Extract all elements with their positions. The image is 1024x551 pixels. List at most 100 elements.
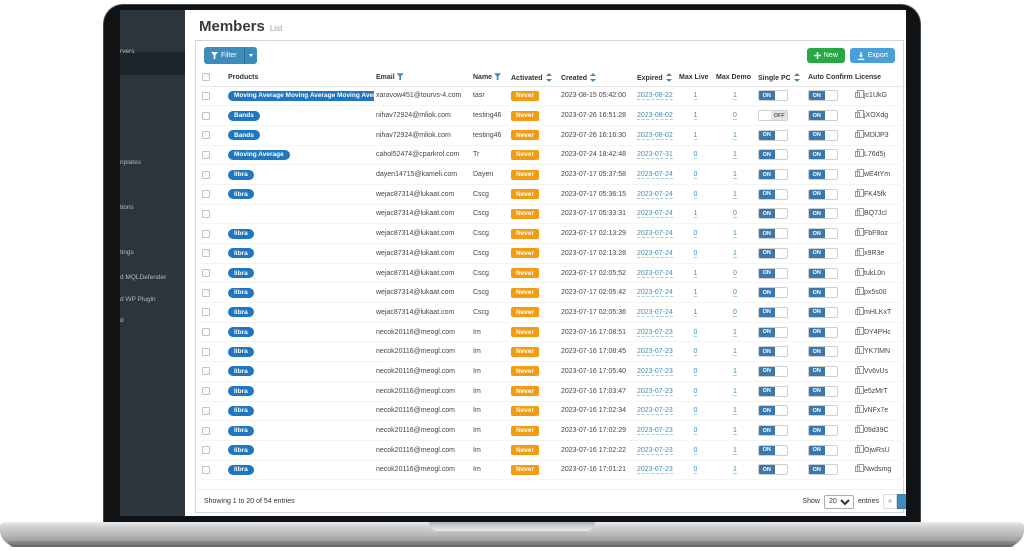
expired-date-link[interactable]: 2023-07-23 (637, 387, 673, 396)
toggle-on[interactable]: ON (808, 306, 838, 318)
copy-icon[interactable] (855, 188, 864, 197)
max-live-link[interactable]: 0 (693, 230, 698, 239)
toggle-on[interactable]: ON (758, 149, 788, 161)
column-header-email[interactable]: Email (374, 69, 471, 87)
copy-icon[interactable] (855, 444, 864, 453)
expired-date-link[interactable]: 2023-08-02 (637, 131, 673, 140)
max-demo-link[interactable]: 0 (733, 269, 737, 278)
select-all-checkbox[interactable] (202, 73, 210, 82)
sort-icon[interactable] (665, 72, 672, 82)
toggle-on[interactable]: ON (808, 385, 838, 397)
row-checkbox[interactable] (202, 446, 210, 455)
filter-icon[interactable] (396, 73, 404, 81)
expired-date-link[interactable]: 2023-07-23 (637, 427, 673, 436)
column-header-activated[interactable]: Activated (509, 69, 559, 87)
max-demo-link[interactable]: 1 (733, 387, 737, 396)
sort-icon[interactable] (590, 72, 597, 82)
toggle-on[interactable]: ON (758, 365, 788, 377)
toggle-on[interactable]: ON (808, 464, 838, 476)
max-demo-link[interactable]: 1 (733, 348, 737, 357)
max-demo-link[interactable]: 1 (733, 367, 737, 376)
max-demo-link[interactable]: 1 (733, 446, 737, 455)
copy-icon[interactable] (855, 425, 864, 434)
expired-date-link[interactable]: 2023-07-23 (637, 466, 673, 475)
row-checkbox[interactable] (202, 347, 210, 356)
toggle-on[interactable]: ON (758, 129, 788, 141)
toggle-on[interactable]: ON (758, 444, 788, 456)
toggle-on[interactable]: ON (808, 365, 838, 377)
max-live-link[interactable]: 1 (693, 92, 698, 101)
copy-icon[interactable] (855, 326, 864, 335)
row-checkbox[interactable] (202, 465, 210, 474)
expired-date-link[interactable]: 2023-07-24 (637, 171, 673, 180)
expired-date-link[interactable]: 2023-08-02 (637, 112, 673, 121)
toggle-on[interactable]: ON (758, 326, 788, 338)
toggle-on[interactable]: ON (808, 129, 838, 141)
sidebar-item[interactable]: rvers (120, 48, 135, 55)
toggle-on[interactable]: ON (808, 110, 838, 122)
max-live-link[interactable]: 1 (693, 112, 698, 121)
toggle-on[interactable]: ON (758, 346, 788, 358)
max-demo-link[interactable]: 1 (733, 249, 737, 258)
toggle-on[interactable]: ON (758, 306, 788, 318)
max-live-link[interactable]: 1 (693, 131, 698, 140)
copy-icon[interactable] (855, 287, 864, 296)
filter-icon[interactable] (494, 73, 502, 81)
toggle-on[interactable]: ON (808, 346, 838, 358)
row-checkbox[interactable] (202, 111, 210, 120)
toggle-on[interactable]: ON (808, 287, 838, 299)
toggle-on[interactable]: ON (808, 228, 838, 240)
toggle-on[interactable]: ON (808, 188, 838, 200)
toggle-on[interactable]: ON (758, 267, 788, 279)
max-live-link[interactable]: 0 (693, 171, 698, 180)
new-button[interactable]: New (806, 48, 845, 63)
copy-icon[interactable] (855, 267, 864, 276)
row-checkbox[interactable] (202, 426, 210, 435)
max-live-link[interactable]: 0 (693, 249, 698, 258)
copy-icon[interactable] (855, 385, 864, 394)
copy-icon[interactable] (855, 405, 864, 414)
copy-icon[interactable] (855, 365, 864, 374)
max-live-link[interactable]: 0 (693, 446, 698, 455)
toggle-on[interactable]: ON (808, 267, 838, 279)
max-live-link[interactable]: 0 (693, 151, 698, 160)
expired-date-link[interactable]: 2023-07-24 (637, 230, 673, 239)
toggle-on[interactable]: ON (808, 169, 838, 181)
copy-icon[interactable] (855, 90, 864, 99)
toggle-on[interactable]: ON (758, 188, 788, 200)
row-checkbox[interactable] (202, 288, 210, 297)
copy-icon[interactable] (855, 208, 864, 217)
toggle-on[interactable]: ON (808, 208, 838, 220)
row-checkbox[interactable] (202, 367, 210, 376)
max-demo-link[interactable]: 1 (733, 171, 737, 180)
copy-icon[interactable] (855, 149, 864, 158)
row-checkbox[interactable] (202, 269, 210, 278)
row-checkbox[interactable] (202, 249, 210, 258)
column-header-single_pc[interactable]: Single PC (756, 69, 806, 87)
max-live-link[interactable]: 1 (693, 308, 698, 317)
copy-icon[interactable] (855, 129, 864, 138)
max-live-link[interactable]: 0 (693, 427, 698, 436)
max-demo-link[interactable]: 0 (733, 308, 737, 317)
max-live-link[interactable]: 0 (693, 190, 698, 199)
sidebar-item[interactable]: nplates (120, 159, 141, 166)
expired-date-link[interactable]: 2023-07-23 (637, 407, 673, 416)
sort-icon[interactable] (793, 72, 800, 82)
max-demo-link[interactable]: 0 (733, 112, 737, 121)
max-live-link[interactable]: 0 (693, 367, 698, 376)
sidebar-item[interactable]: tings (120, 249, 134, 256)
page-size-select[interactable]: 20 (823, 494, 854, 509)
row-checkbox[interactable] (202, 387, 210, 396)
max-demo-link[interactable]: 1 (733, 328, 737, 337)
max-live-link[interactable]: 0 (693, 466, 698, 475)
sidebar-item[interactable]: d (120, 317, 124, 324)
expired-date-link[interactable]: 2023-07-24 (637, 190, 673, 199)
toggle-on[interactable]: ON (808, 425, 838, 437)
toggle-on[interactable]: ON (808, 405, 838, 417)
copy-icon[interactable] (855, 110, 864, 119)
max-demo-link[interactable]: 1 (733, 151, 737, 160)
row-checkbox[interactable] (202, 229, 210, 238)
expired-date-link[interactable]: 2023-07-23 (637, 348, 673, 357)
expired-date-link[interactable]: 2023-07-24 (637, 269, 673, 278)
toggle-off[interactable]: OFF (758, 110, 788, 122)
